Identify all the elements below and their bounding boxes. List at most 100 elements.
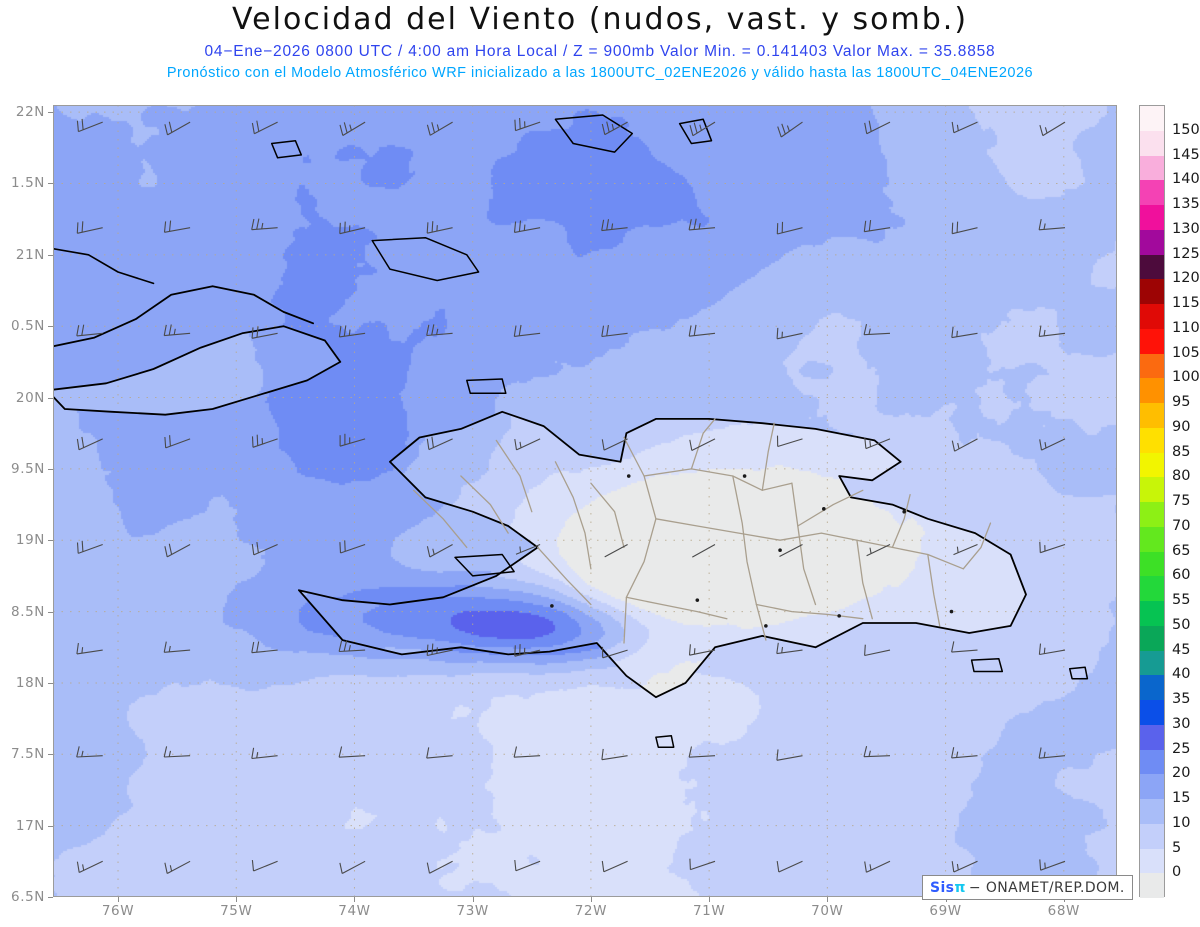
longitude-tick-mark — [354, 897, 356, 902]
colorbar-label: 135 — [1172, 196, 1200, 212]
province-boundary — [590, 482, 625, 549]
latitude-tick-mark — [48, 682, 53, 684]
colorbar-swatch — [1140, 502, 1164, 527]
wind-barb — [864, 644, 891, 657]
colorbar-swatch — [1140, 625, 1164, 651]
coastline-cuba-north — [53, 285, 314, 348]
longitude-tick-label: 73W — [456, 903, 489, 919]
city-marker — [822, 507, 826, 511]
wind-barb — [1039, 438, 1066, 451]
province-boundary — [761, 422, 775, 491]
city-marker — [837, 614, 841, 618]
colorbar-swatch — [1140, 774, 1164, 799]
colorbar-swatch — [1140, 180, 1164, 205]
province-boundary — [927, 553, 941, 627]
wind-barb — [601, 860, 628, 873]
wind-barb — [776, 221, 803, 235]
colorbar-swatch — [1140, 823, 1164, 849]
province-boundary — [495, 439, 533, 513]
wind-barb — [689, 121, 716, 137]
colorbar-scale[interactable] — [1139, 105, 1165, 898]
longitude-tick-label: 74W — [338, 903, 371, 919]
colorbar-label: 0 — [1172, 864, 1182, 881]
province-boundary — [537, 546, 592, 606]
latitude-tick-mark — [48, 540, 53, 542]
colorbar-label: 25 — [1172, 740, 1191, 757]
wind-barb — [338, 325, 366, 338]
wind-barb — [863, 323, 891, 336]
colorbar-swatch — [1140, 576, 1164, 601]
wind-barb — [864, 120, 891, 135]
wind-barb — [426, 544, 453, 558]
colorbar-label: 50 — [1172, 616, 1191, 633]
island-tortuga — [466, 378, 507, 395]
longitude-tick-label: 75W — [220, 903, 253, 919]
wind-barb — [951, 641, 978, 653]
wind-barb — [513, 746, 541, 758]
latitude-tick-mark — [48, 897, 53, 898]
wind-barb — [338, 640, 366, 653]
wind-barb — [692, 544, 716, 558]
wind-barb — [76, 746, 103, 758]
wind-barb — [339, 433, 366, 447]
colorbar-swatch — [1140, 130, 1164, 156]
wind-barb — [951, 121, 978, 134]
colorbar-swatch — [1140, 205, 1164, 230]
wind-barb — [688, 644, 716, 656]
map-plot-area[interactable] — [53, 105, 1117, 897]
wind-barb — [426, 860, 453, 874]
province-boundary — [962, 522, 992, 570]
colorbar-label: 55 — [1172, 592, 1191, 608]
colorbar-label: 125 — [1172, 245, 1200, 262]
colorbar-label: 45 — [1172, 641, 1191, 658]
colorbar-swatch — [1140, 799, 1164, 824]
wind-barb — [251, 641, 278, 654]
colorbar-label: 145 — [1172, 146, 1200, 163]
provider-watermark: Sis π − ONAMET/REP.DOM. — [922, 875, 1133, 900]
latitude-tick-mark — [48, 326, 53, 328]
colorbar-swatch — [1140, 378, 1164, 403]
wind-barb — [776, 435, 803, 448]
colorbar-label: 140 — [1172, 171, 1200, 188]
province-boundary — [643, 468, 793, 491]
coastline-hispaniola — [298, 410, 1027, 699]
colorbar-label: 10 — [1172, 814, 1191, 831]
wind-barb — [251, 120, 278, 135]
wind-barb — [514, 117, 541, 132]
wind-barb — [251, 326, 278, 339]
latitude-tick-mark — [48, 468, 53, 470]
longitude-tick-mark — [118, 897, 120, 902]
wind-barb — [776, 327, 803, 340]
wind-barb — [164, 121, 191, 136]
wind-barb — [76, 860, 103, 873]
island-caicos — [554, 114, 634, 153]
colorbar-label: 65 — [1172, 542, 1191, 559]
colorbar-label: 85 — [1172, 443, 1191, 460]
city-marker — [778, 548, 782, 553]
island-saona — [970, 657, 1004, 673]
latitude-tick-mark — [48, 183, 53, 185]
wind-barb — [76, 643, 103, 655]
colorbar-label: 100 — [1172, 369, 1200, 386]
wind-barb — [951, 747, 978, 759]
longitude-tick-label: 71W — [692, 903, 726, 919]
wind-barb — [513, 220, 541, 233]
wind-barb — [76, 324, 103, 337]
colorbar-label: 35 — [1172, 691, 1191, 707]
colorbar-swatch — [1140, 254, 1164, 280]
wind-barb — [164, 543, 191, 558]
longitude-tick-label: 68W — [1047, 903, 1080, 919]
colorbar-label: 60 — [1172, 567, 1191, 584]
wind-barb — [776, 642, 803, 655]
wind-barb — [338, 746, 366, 758]
wind-barb — [601, 748, 628, 761]
province-boundary — [554, 461, 592, 570]
wind-barb — [951, 438, 978, 452]
wind-barb — [426, 221, 453, 234]
wind-barb — [1039, 121, 1066, 137]
wind-barb — [513, 324, 541, 337]
province-boundary — [732, 475, 767, 641]
colorbar-label: 90 — [1172, 418, 1191, 435]
colorbar-swatch — [1140, 427, 1164, 453]
colorbar-swatch — [1140, 106, 1164, 131]
